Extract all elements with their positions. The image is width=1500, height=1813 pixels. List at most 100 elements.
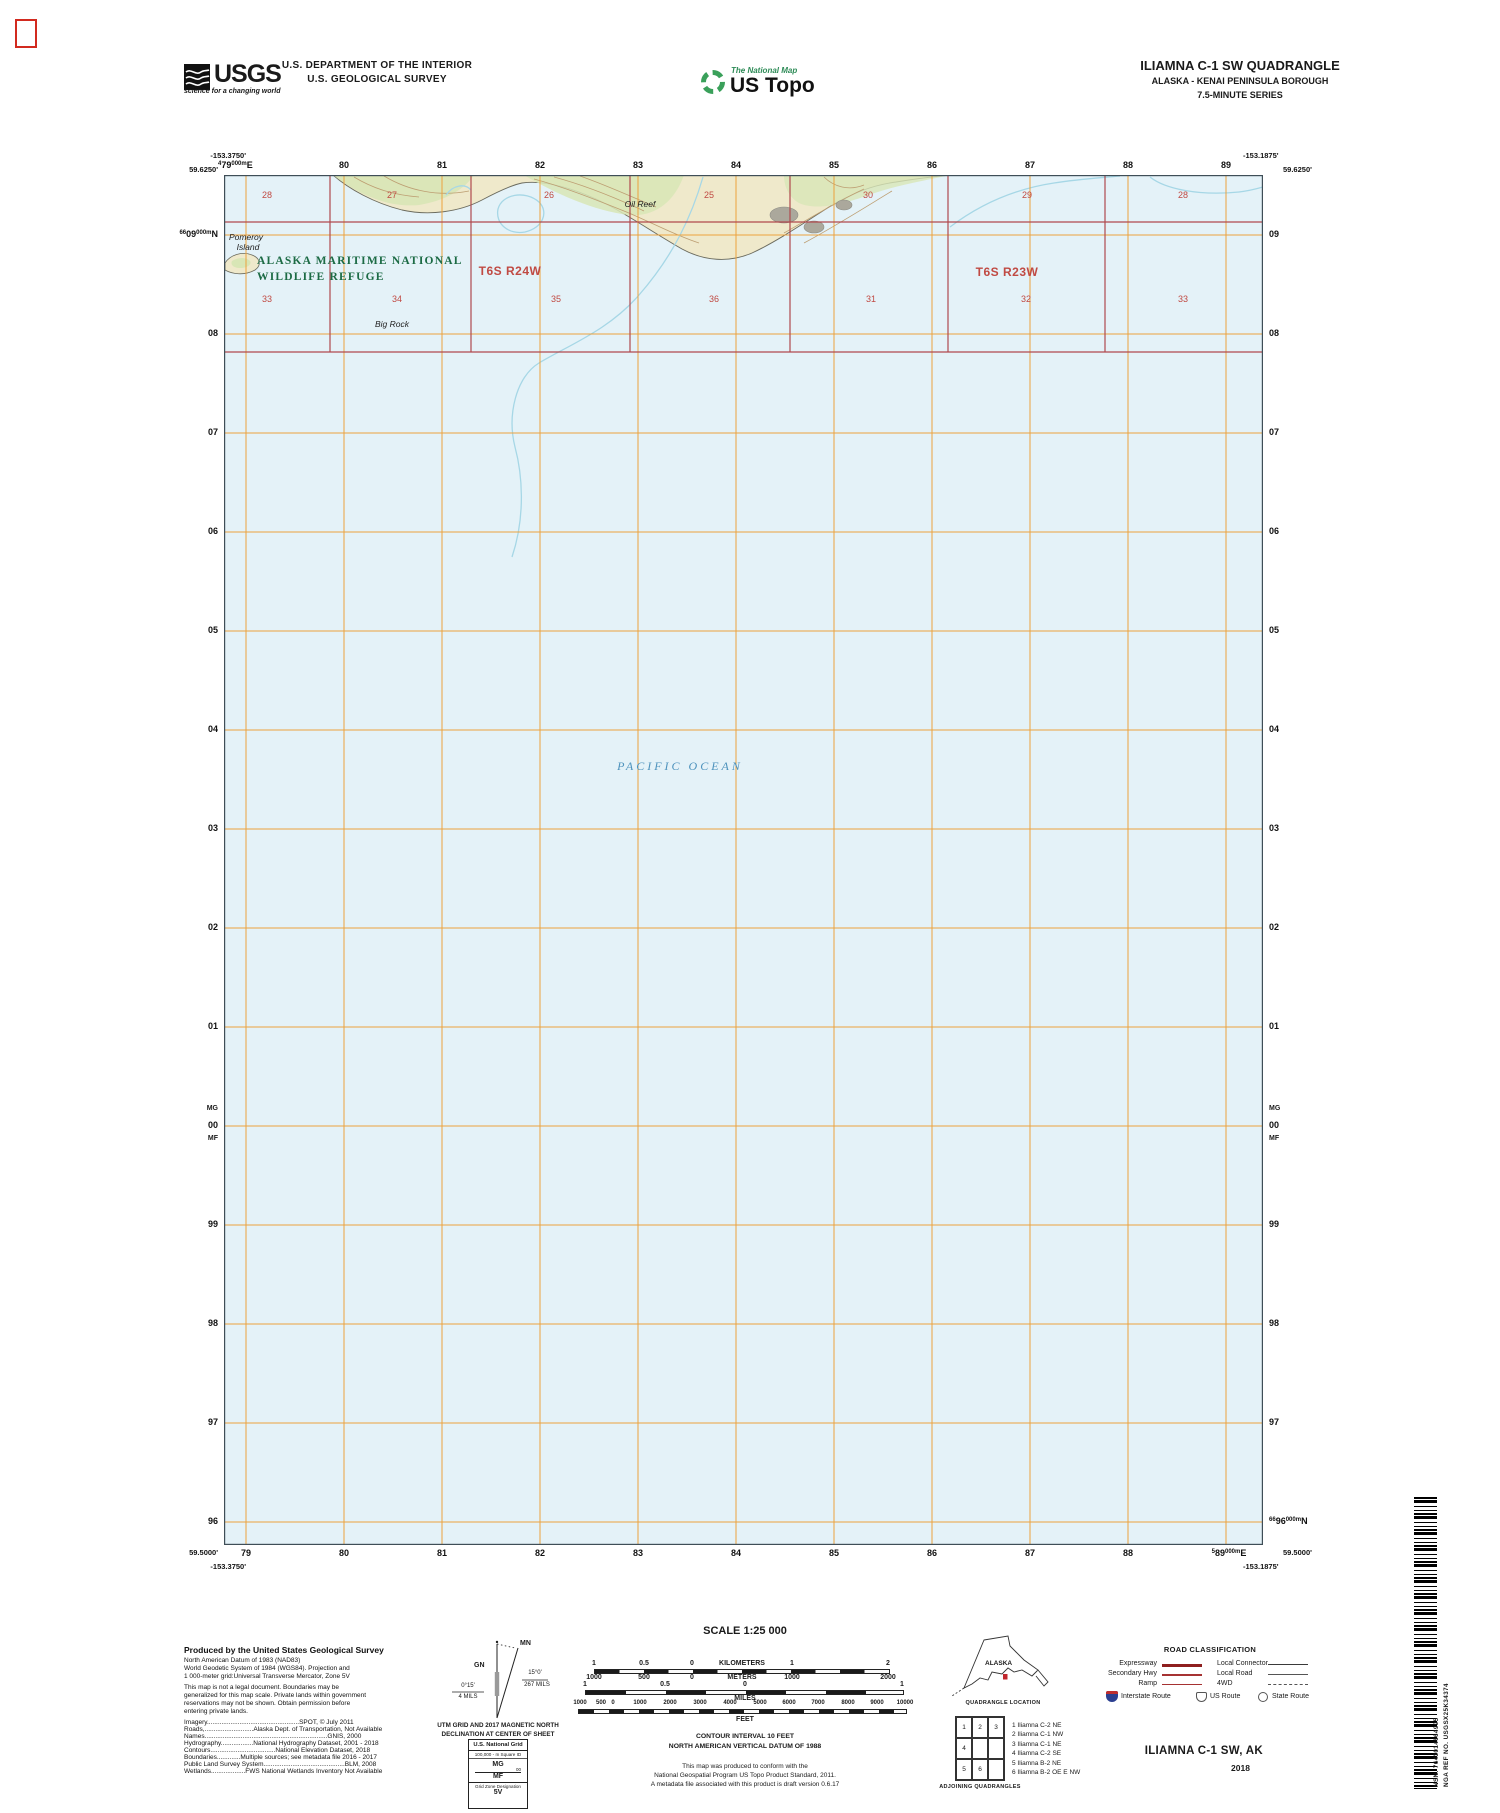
adjoining-quads-current <box>15 19 37 48</box>
grid-label-top: 87 <box>1024 160 1035 170</box>
route-type-label: US Route <box>1210 1693 1241 1700</box>
adjoining-quad-cell: 5 <box>956 1759 972 1780</box>
section-number: 25 <box>703 190 714 200</box>
road-class-line <box>1162 1664 1202 1667</box>
usng-gzd: 5V <box>493 1789 503 1796</box>
map-graphics <box>224 175 1263 1545</box>
usgs-logo-text: USGS <box>214 60 282 88</box>
map-body: Pomeroy Island ALASKA MARITIME NATIONAL … <box>224 175 1263 1545</box>
square-id-below-left: MF <box>207 1135 218 1142</box>
nga-ref-code: NGA REF NO. USGSX25K34374 <box>1443 1683 1450 1787</box>
scale-feet-label: 500 <box>595 1700 607 1706</box>
grid-label-left: 06 <box>207 526 218 536</box>
grid-label-bottom: 86 <box>926 1548 937 1558</box>
credit-line: 1 000-meter grid:Universal Transverse Me… <box>184 1673 350 1680</box>
decl-right-mils: 267 MILS <box>524 1682 550 1688</box>
adjoining-quad-cell: 3 <box>988 1717 1004 1738</box>
adjoining-quad-item: 2 Iliamna C-1 NW <box>1012 1731 1064 1739</box>
corner-top-left-lat: 59.6250' <box>189 165 218 174</box>
adjoining-quad-cell <box>988 1759 1004 1780</box>
grid-label-left: 04 <box>207 724 218 734</box>
road-class-line <box>1268 1674 1308 1675</box>
usng-gzd-caption: Grid Zone Designation <box>469 1782 527 1789</box>
road-class-line <box>1162 1684 1202 1685</box>
grid-label-left: 05 <box>207 625 218 635</box>
scale-mile-label: 1 <box>900 1681 904 1688</box>
grid-label-left: 02 <box>207 922 218 932</box>
scale-m-label: 2000 <box>880 1674 896 1681</box>
grid-label-top-full: 479000mE <box>218 160 298 170</box>
quad-title: ILIAMNA C-1 SW QUADRANGLE <box>1140 58 1340 73</box>
grid-label-left: 08 <box>207 328 218 338</box>
scale-km-label: 2 <box>886 1660 890 1667</box>
scale-feet-label: 1000 <box>573 1700 587 1706</box>
scale-km-label: KILOMETERS <box>719 1660 765 1667</box>
section-number: 28 <box>261 190 272 200</box>
credit-line: Imagery.................................… <box>184 1719 354 1726</box>
grid-label-bottom: 80 <box>338 1548 349 1558</box>
declination-caption-1: UTM GRID AND 2017 MAGNETIC NORTH <box>437 1722 559 1729</box>
usgs-tagline: science for a changing world <box>184 88 281 95</box>
credit-line: World Geodetic System of 1984 (WGS84). P… <box>184 1665 350 1672</box>
landmass-group <box>224 175 1263 558</box>
grid-label-left-full-part: N <box>211 229 219 239</box>
ustopo-name: US Topo <box>730 74 815 97</box>
scale-bar-feet <box>578 1709 907 1714</box>
grid-label-top: 80 <box>338 160 349 170</box>
section-number: 35 <box>550 294 561 304</box>
adjoining-quad-item: 4 Iliamna C-2 SE <box>1012 1750 1062 1758</box>
grid-label-bottom-full-part: 89 <box>1214 1548 1225 1558</box>
interstate-shield-icon <box>1106 1691 1118 1702</box>
road-class-line <box>1268 1684 1308 1685</box>
rock-outcrops <box>769 199 853 234</box>
scale-m-label: 0 <box>690 1674 694 1681</box>
sheet-footer-title: ILIAMNA C-1 SW, AK <box>1144 1745 1263 1757</box>
grid-label-top: 84 <box>730 160 741 170</box>
credit-line: Roads,...........................Alaska … <box>184 1726 383 1733</box>
corner-bottom-right-lon: -153.1875' <box>1243 1562 1279 1571</box>
credit-line: Hydrography..................National Hy… <box>184 1740 379 1747</box>
adjoining-quad-item: 6 Iliamna B-2 OE E NW <box>1012 1769 1081 1776</box>
adjoining-quad-cell <box>988 1738 1004 1759</box>
grid-label-left-full: 6609000mN <box>130 229 218 239</box>
pacific-ocean-label: PACIFIC OCEAN <box>617 759 743 773</box>
grid-label-bottom: 85 <box>828 1548 839 1558</box>
road-class-label: Local Connector <box>1217 1660 1268 1667</box>
scale-km-label: 1 <box>790 1660 794 1667</box>
scale-feet-label: 6000 <box>782 1700 796 1706</box>
state-route-circle-icon <box>1258 1692 1268 1702</box>
decl-right-degrees: 15°0' <box>528 1670 542 1676</box>
scale-feet-label: 9000 <box>870 1700 884 1706</box>
magnetic-north-label: MN <box>520 1640 531 1647</box>
credit-line: reservations may not be shown. Obtain pe… <box>184 1700 351 1707</box>
vegetation-patch <box>524 175 684 216</box>
scale-mile-label: 1 <box>583 1681 587 1688</box>
credit-line: generalized for this map scale. Private … <box>184 1692 367 1699</box>
grid-label-right: 01 <box>1269 1021 1280 1031</box>
adjoining-quad-item: 1 Iliamna C-2 NE <box>1012 1722 1062 1729</box>
grid-label-bottom-full-part: 000m <box>1224 1549 1241 1555</box>
quad-series: 7.5-MINUTE SERIES <box>1197 90 1283 100</box>
grid-label-bottom: 88 <box>1122 1548 1133 1558</box>
conformity-note-1: This map was produced to conform with th… <box>682 1763 808 1770</box>
refuge-label-1: ALASKA MARITIME NATIONAL <box>257 255 463 267</box>
conformity-note-3: A metadata file associated with this pro… <box>650 1781 840 1788</box>
grid-label-left-full-part: 000m <box>196 230 212 236</box>
scale-mile-label: 0.5 <box>660 1681 670 1688</box>
grid-label-left-full-part: 66 <box>179 230 187 236</box>
credit-title: Produced by the United States Geological… <box>184 1645 384 1655</box>
sheet-footer-year: 2018 <box>1231 1763 1250 1773</box>
grid-label-right: 07 <box>1269 427 1280 437</box>
credit-line: Public Land Survey System...............… <box>184 1761 377 1768</box>
scale-feet-label: 0 <box>611 1700 615 1706</box>
grid-label-bottom: 87 <box>1024 1548 1035 1558</box>
corner-bottom-left-lat: 59.5000' <box>189 1548 218 1557</box>
dept-line-1: U.S. DEPARTMENT OF THE INTERIOR <box>281 60 473 71</box>
grid-label-right: 09 <box>1269 229 1280 239</box>
scale-km-label: 0 <box>690 1660 694 1667</box>
grid-label-right: 04 <box>1269 724 1280 734</box>
declination-diagram <box>452 1640 548 1719</box>
grid-label-right-full-part: N <box>1301 1516 1308 1526</box>
adjoining-quads-caption: ADJOINING QUADRANGLES <box>939 1784 1021 1790</box>
township-label-r23w: T6S R23W <box>975 265 1039 279</box>
